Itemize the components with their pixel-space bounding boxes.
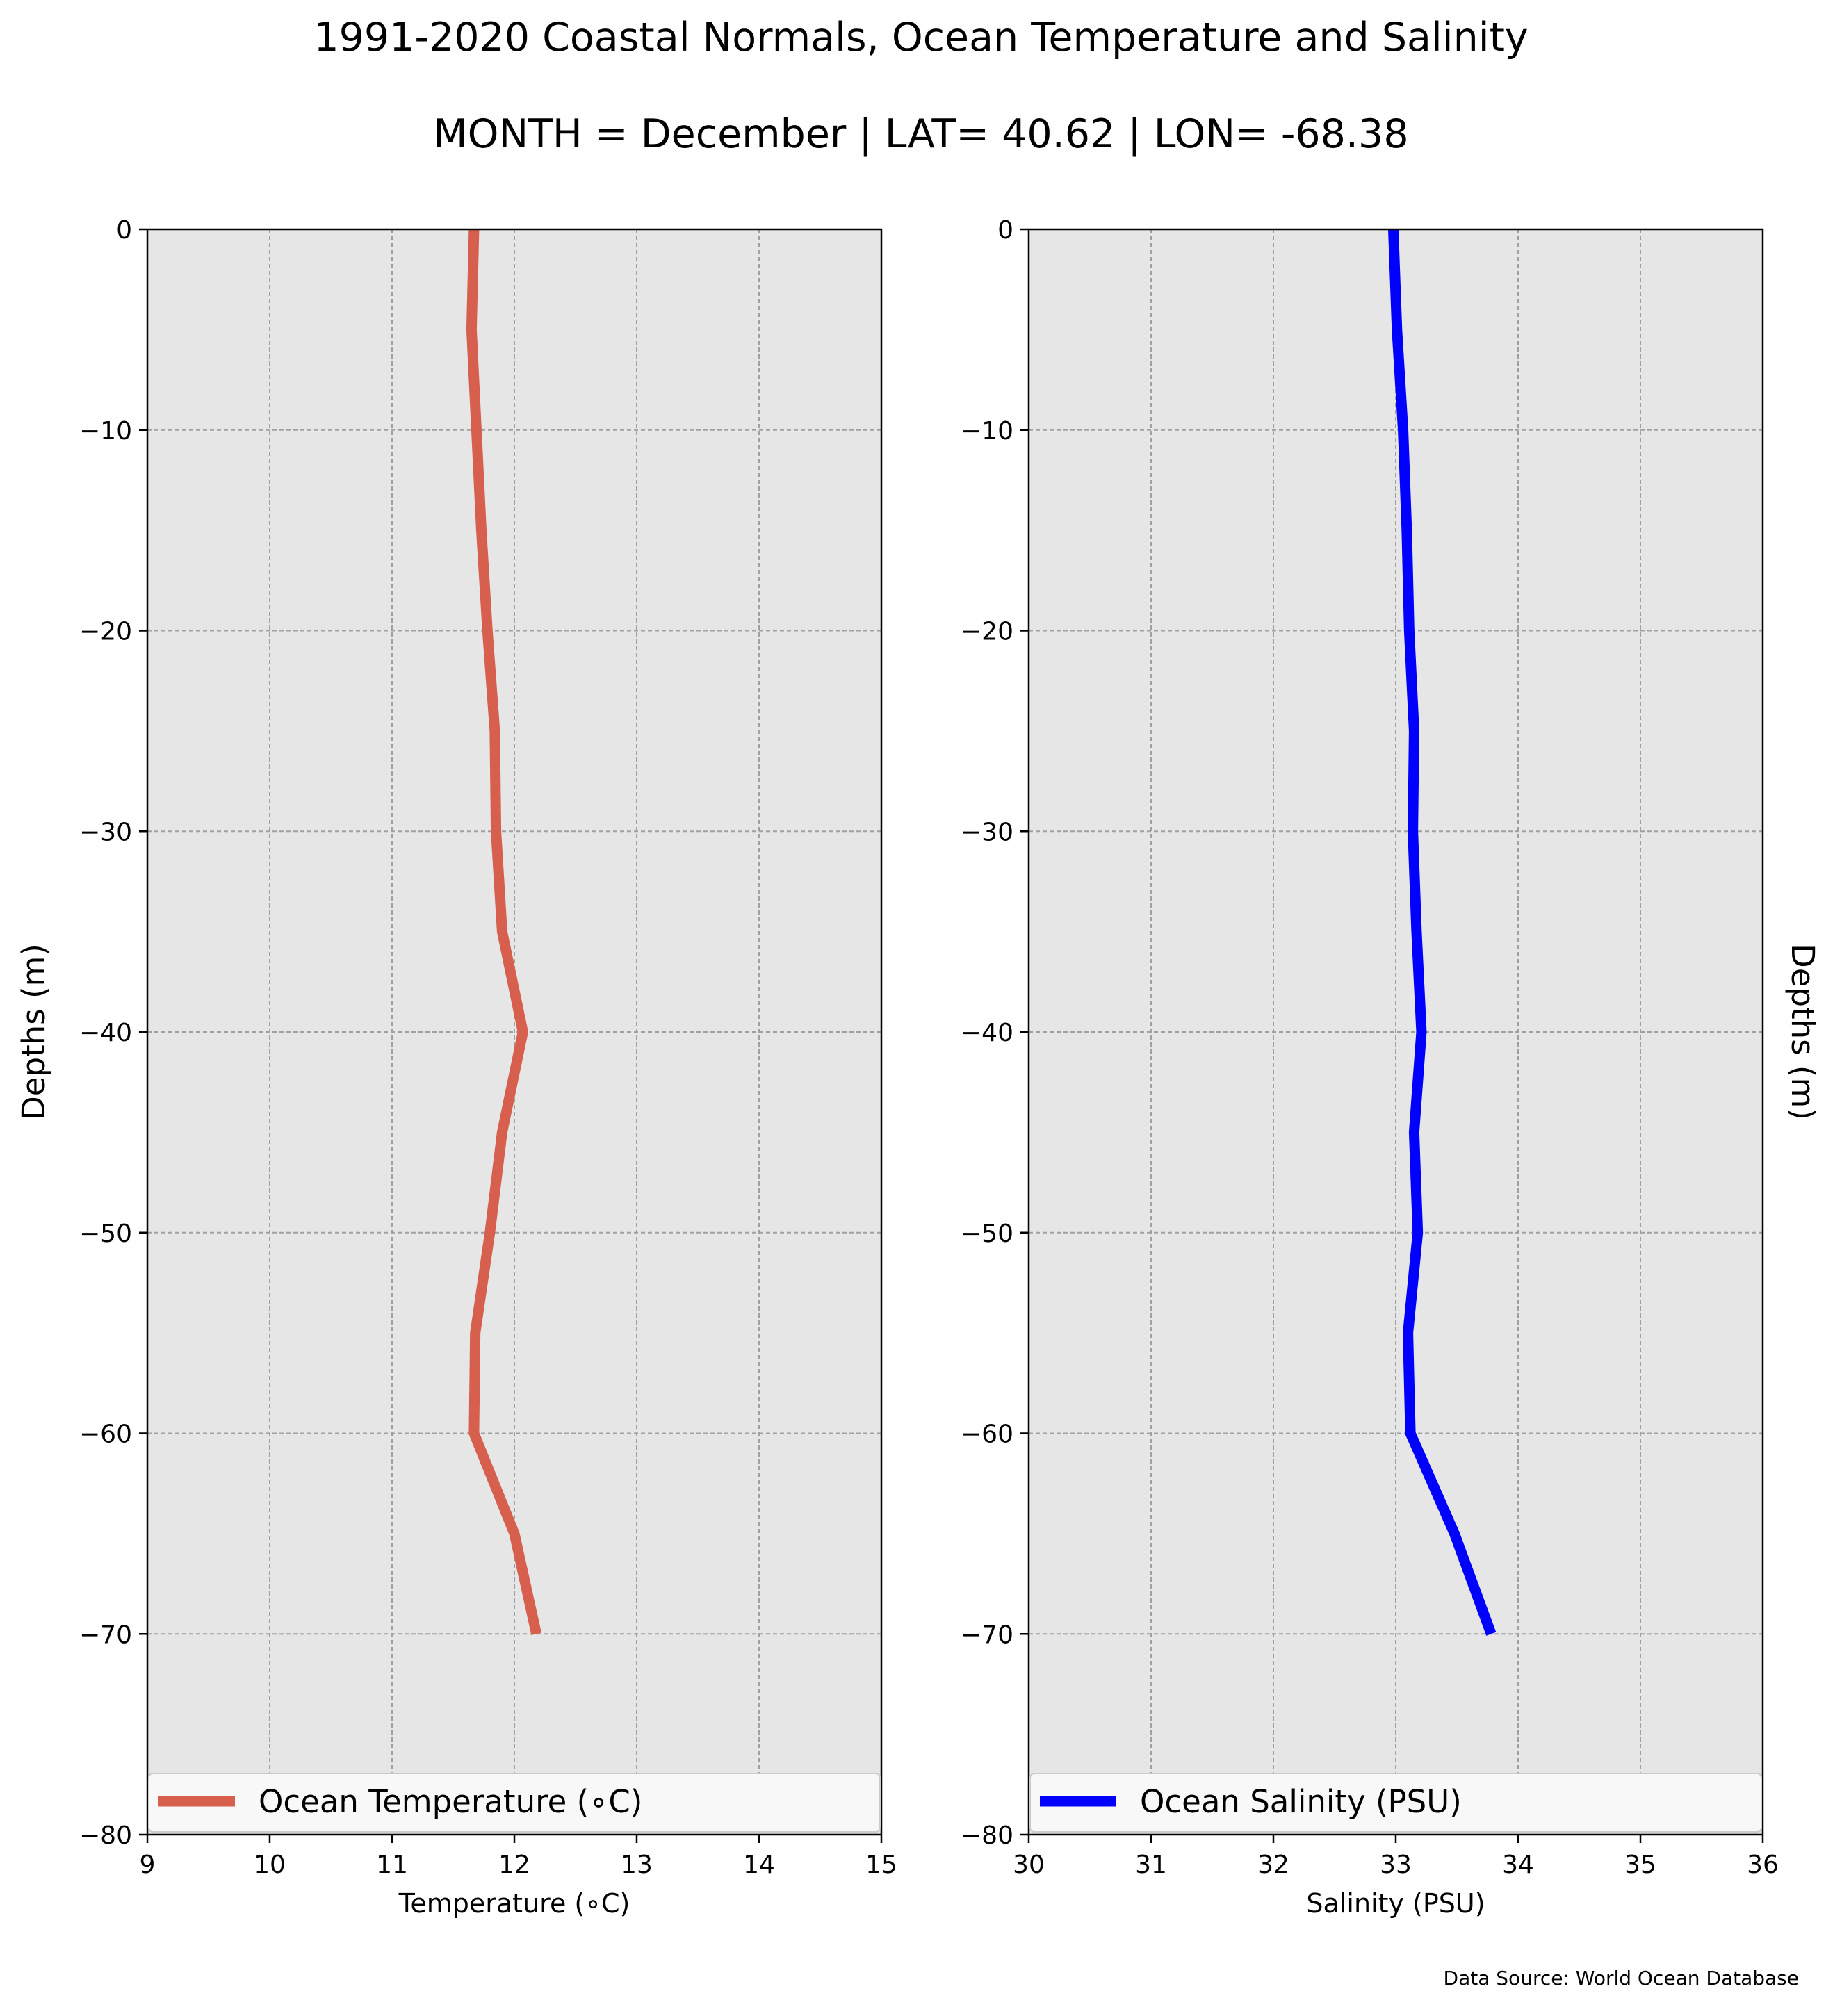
salinity-legend-box bbox=[1029, 1773, 1762, 1833]
salinity-y-tick-label: −50 bbox=[961, 1220, 1013, 1248]
temperature-y-tick-label: −30 bbox=[79, 818, 132, 846]
data-source-note: Data Source: World Ocean Database bbox=[1444, 1967, 1799, 1990]
temperature-legend: Ocean Temperature (∘C) bbox=[148, 1773, 881, 1833]
chart-title: 1991-2020 Coastal Normals, Ocean Tempera… bbox=[313, 15, 1528, 60]
temperature-y-tick-label: −70 bbox=[79, 1621, 132, 1649]
temperature-y-tick-label: −60 bbox=[79, 1420, 132, 1449]
salinity-y-axis-label: Depths (m) bbox=[1784, 944, 1821, 1120]
salinity-legend-label: Ocean Salinity (PSU) bbox=[1140, 1783, 1462, 1820]
salinity-y-tick-label: −10 bbox=[961, 417, 1013, 445]
temperature-x-tick-label: 9 bbox=[140, 1851, 156, 1879]
temperature-x-tick-label: 12 bbox=[498, 1851, 530, 1879]
temperature-legend-box bbox=[148, 1773, 881, 1833]
temperature-x-tick-label: 11 bbox=[376, 1851, 408, 1879]
salinity-y-tick-label: −80 bbox=[961, 1821, 1013, 1850]
temperature-panel: 9 10 11 12 13 14 15 0 −10 −20 −30 −40 −50 −60 −70 −80 T… bbox=[15, 216, 897, 1919]
chart-subtitle: MONTH = December | LAT= 40.62 | LON= -68… bbox=[433, 111, 1408, 157]
temperature-ticks: 9 10 11 12 13 14 15 0 −10 −20 −30 −40 −50 −60 −70 −80 bbox=[79, 216, 897, 1879]
salinity-ticks: 30 31 32 33 34 35 36 0 −10 −20 −30 −40 −50 −60 −70 −80 bbox=[961, 216, 1779, 1879]
temperature-legend-label: Ocean Temperature (∘C) bbox=[259, 1783, 642, 1820]
temperature-series-line bbox=[466, 229, 542, 1635]
salinity-series-line bbox=[1387, 229, 1497, 1636]
temperature-x-tick-label: 13 bbox=[621, 1851, 653, 1879]
salinity-x-axis-label: Salinity (PSU) bbox=[1306, 1888, 1485, 1919]
temperature-y-tick-label: −10 bbox=[79, 417, 132, 445]
salinity-x-tick-label: 32 bbox=[1257, 1851, 1289, 1879]
salinity-x-tick-label: 30 bbox=[1013, 1851, 1045, 1879]
temperature-x-axis-label: Temperature (∘C) bbox=[398, 1888, 630, 1919]
salinity-x-tick-label: 31 bbox=[1135, 1851, 1167, 1879]
temperature-x-tick-label: 15 bbox=[865, 1851, 897, 1879]
salinity-grid bbox=[1029, 229, 1763, 1835]
temperature-y-tick-label: 0 bbox=[116, 216, 132, 245]
salinity-legend: Ocean Salinity (PSU) bbox=[1029, 1773, 1762, 1833]
temperature-x-tick-label: 10 bbox=[254, 1851, 286, 1879]
temperature-x-tick-label: 14 bbox=[743, 1851, 775, 1879]
salinity-x-tick-label: 34 bbox=[1502, 1851, 1534, 1879]
temperature-y-tick-label: −80 bbox=[79, 1821, 132, 1850]
salinity-x-tick-label: 33 bbox=[1380, 1851, 1412, 1879]
salinity-panel: 30 31 32 33 34 35 360−10−20−30−40−50−60−70−80 … bbox=[961, 216, 1821, 1919]
temperature-grid bbox=[147, 229, 881, 1835]
salinity-y-tick-label: −30 bbox=[961, 818, 1013, 846]
temperature-y-tick-label: −20 bbox=[79, 618, 132, 646]
temperature-y-tick-label: −50 bbox=[79, 1220, 132, 1248]
salinity-y-tick-label: −70 bbox=[961, 1621, 1013, 1649]
salinity-y-tick-label: −60 bbox=[961, 1420, 1013, 1449]
temperature-y-axis-label: Depths (m) bbox=[15, 944, 52, 1120]
temperature-y-tick-label: −40 bbox=[79, 1019, 132, 1047]
salinity-y-tick-label: −20 bbox=[961, 618, 1013, 646]
salinity-x-tick-label: 35 bbox=[1624, 1851, 1656, 1879]
salinity-y-tick-label: 0 bbox=[997, 216, 1013, 245]
salinity-y-tick-label: −40 bbox=[961, 1019, 1013, 1047]
salinity-x-tick-label: 36 bbox=[1747, 1851, 1779, 1879]
